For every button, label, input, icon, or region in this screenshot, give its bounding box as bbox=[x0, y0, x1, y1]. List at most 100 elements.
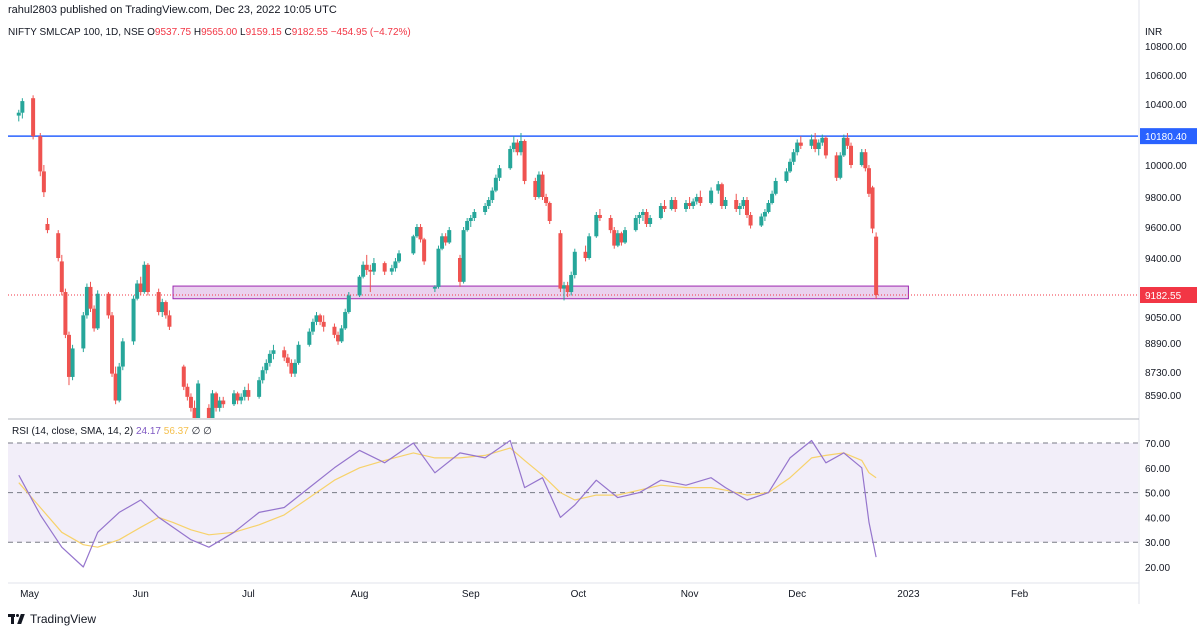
candle-body bbox=[461, 230, 466, 282]
candle-body bbox=[368, 269, 373, 272]
candle-body bbox=[515, 142, 520, 153]
candle-body bbox=[468, 218, 473, 221]
rsi-name: RSI (14, close, SMA, 14, 2) bbox=[12, 426, 134, 437]
price-tick-label: 9050.00 bbox=[1145, 313, 1182, 324]
candle-body bbox=[185, 386, 190, 397]
candle-body bbox=[131, 298, 136, 342]
candle bbox=[289, 359, 294, 377]
candle bbox=[310, 318, 315, 335]
candle bbox=[346, 292, 351, 314]
rsi-extra-1: ∅ bbox=[191, 426, 201, 437]
candle bbox=[791, 149, 796, 165]
candle bbox=[863, 149, 868, 172]
change-value: −454.95 (−4.72%) bbox=[330, 27, 411, 38]
resistance-price-label-bg bbox=[1140, 128, 1197, 145]
candle-body bbox=[418, 227, 423, 240]
candle-body bbox=[206, 407, 211, 418]
open-label: O bbox=[147, 27, 155, 38]
candle-body bbox=[160, 302, 165, 313]
candle bbox=[741, 197, 746, 209]
candle-body bbox=[336, 334, 341, 342]
candle bbox=[766, 200, 771, 214]
candle bbox=[167, 310, 172, 330]
candle bbox=[490, 187, 495, 203]
candle bbox=[644, 209, 649, 227]
candle-body bbox=[533, 181, 538, 197]
candle-body bbox=[393, 261, 398, 269]
close-label: C bbox=[284, 27, 292, 38]
candle-body bbox=[536, 174, 541, 197]
candle bbox=[411, 234, 416, 255]
candle-body bbox=[863, 152, 868, 169]
candle-body bbox=[490, 190, 495, 200]
candle bbox=[569, 271, 574, 296]
candle bbox=[138, 276, 143, 296]
candle-body bbox=[608, 218, 613, 231]
currency-label: INR bbox=[1145, 27, 1162, 38]
price-tick-label: 8890.00 bbox=[1145, 339, 1182, 350]
candle-body bbox=[458, 258, 462, 282]
candle-body bbox=[572, 251, 577, 276]
candle-body bbox=[859, 152, 864, 165]
footer: TradingView bbox=[8, 612, 96, 626]
candle bbox=[468, 215, 473, 227]
candle bbox=[307, 328, 312, 347]
rsi-tick-label: 40.00 bbox=[1145, 513, 1170, 524]
candle bbox=[246, 383, 251, 401]
rsi-tick-label: 50.00 bbox=[1145, 489, 1170, 500]
candle-body bbox=[483, 206, 488, 212]
candle bbox=[597, 209, 602, 221]
candle bbox=[662, 200, 667, 212]
candle bbox=[798, 136, 803, 149]
candle-body bbox=[762, 212, 767, 217]
candle-body bbox=[669, 200, 674, 209]
candle bbox=[339, 325, 344, 343]
candle-body bbox=[748, 215, 753, 226]
candle bbox=[465, 218, 470, 232]
candle bbox=[106, 292, 111, 319]
candle-body bbox=[658, 206, 663, 218]
candle bbox=[117, 362, 122, 403]
candle bbox=[637, 212, 642, 224]
price-tick-label: 9400.00 bbox=[1145, 254, 1182, 265]
candle bbox=[364, 254, 369, 276]
candle-body bbox=[874, 236, 879, 295]
candle bbox=[684, 200, 688, 212]
candle bbox=[612, 227, 617, 249]
candle bbox=[31, 95, 36, 140]
candle-body bbox=[145, 264, 150, 293]
candle bbox=[160, 298, 165, 317]
candle bbox=[418, 224, 423, 243]
candle bbox=[458, 254, 462, 287]
candle bbox=[357, 275, 362, 298]
candle bbox=[841, 134, 846, 157]
candle-body bbox=[397, 253, 402, 262]
candle-body bbox=[849, 145, 854, 165]
candle bbox=[20, 98, 25, 119]
candle-body bbox=[242, 390, 247, 397]
candle bbox=[834, 152, 839, 181]
rsi-legend[interactable]: RSI (14, close, SMA, 14, 2) 24.17 56.37 … bbox=[12, 426, 212, 437]
candle bbox=[257, 376, 262, 399]
candle-body bbox=[142, 264, 147, 293]
candle bbox=[235, 391, 240, 405]
price-tick-label: 10600.00 bbox=[1145, 71, 1187, 82]
candle-body bbox=[820, 137, 825, 143]
candle-body bbox=[719, 184, 724, 206]
candle-body bbox=[156, 292, 161, 313]
candle-body bbox=[673, 200, 678, 209]
candle bbox=[558, 230, 563, 293]
symbol-legend[interactable]: NIFTY SMLCAP 100, 1D, NSE O9537.75 H9565… bbox=[8, 27, 411, 38]
price-tick-label: 10400.00 bbox=[1145, 100, 1187, 111]
candle-body bbox=[587, 236, 592, 258]
candle bbox=[522, 139, 527, 185]
high-label: H bbox=[193, 27, 202, 38]
candle bbox=[623, 227, 628, 245]
candle bbox=[565, 281, 570, 298]
candle bbox=[533, 177, 538, 200]
candle bbox=[687, 197, 692, 209]
candle-body bbox=[84, 286, 89, 316]
candle-body bbox=[709, 190, 714, 203]
candle-body bbox=[235, 393, 240, 401]
